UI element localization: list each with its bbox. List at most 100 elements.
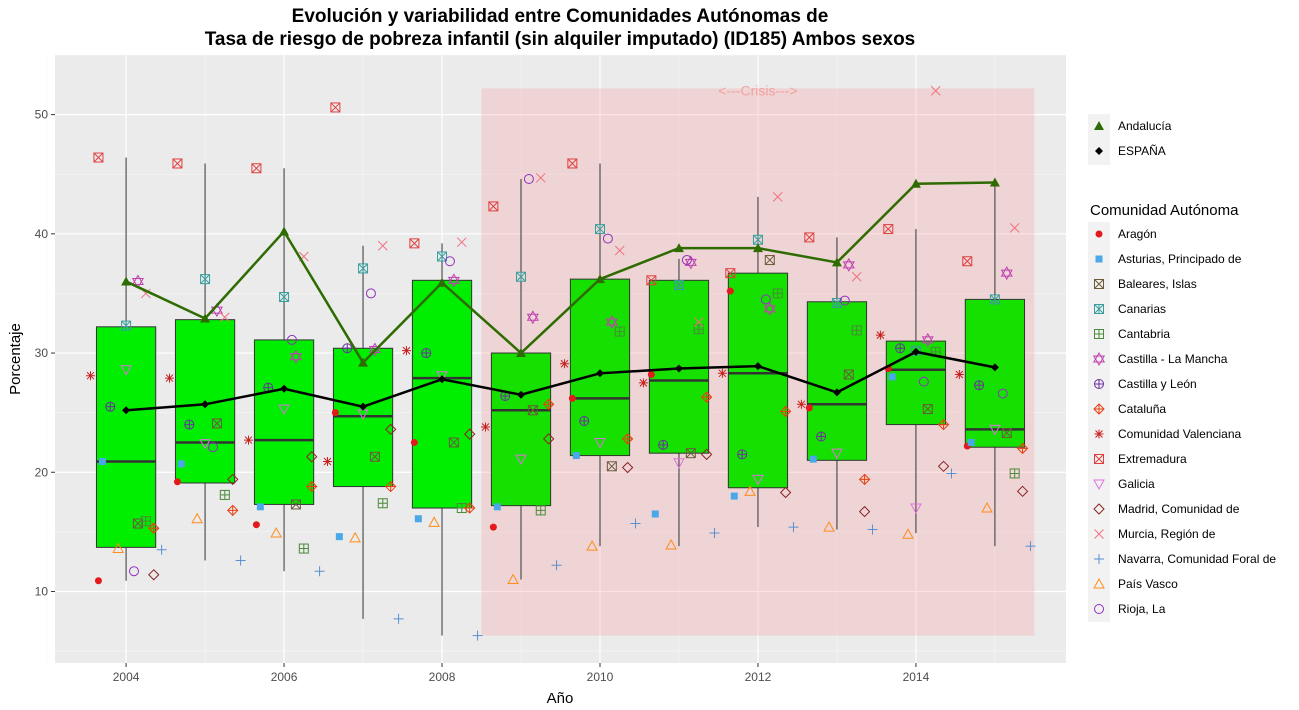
legend-label: Canarias (1118, 302, 1166, 316)
point-pa-s-vasco (981, 501, 993, 513)
point-arag-n (173, 478, 181, 486)
point-castilla-y-le-n (105, 401, 116, 412)
point-galicia (199, 439, 211, 450)
line-point (358, 357, 369, 367)
point-rioja-la (207, 442, 218, 453)
legend-key-bg (1088, 114, 1110, 165)
point-catalu-a (1016, 442, 1029, 455)
point-arag-n (647, 370, 655, 378)
line-point (753, 362, 762, 371)
legend-key-espa-a (1095, 147, 1103, 155)
legend-key-canarias (1094, 304, 1104, 314)
point-comunidad-valenciana (875, 330, 885, 340)
point-asturias-principado-de (256, 503, 264, 511)
point-asturias-principado-de (967, 438, 975, 446)
point-galicia (594, 437, 606, 449)
line-point (752, 243, 763, 253)
point-murcia-regi-n-de (377, 240, 388, 251)
x-tick-label: 2004 (113, 670, 140, 684)
point-navarra-comunidad-foral-de (867, 524, 878, 535)
point-castilla-y-le-n (974, 380, 985, 391)
legend-label: Extremadura (1118, 452, 1187, 466)
point-comunidad-valenciana (638, 378, 648, 388)
point-comunidad-valenciana (401, 346, 411, 356)
point-arag-n (94, 577, 102, 585)
x-tick-label: 2014 (903, 670, 930, 684)
point-canarias (437, 251, 448, 262)
point-castilla-y-le-n (895, 343, 906, 354)
legend-label: Castilla - La Mancha (1118, 352, 1228, 366)
point-rioja-la (365, 288, 376, 299)
y-tick-label: 50 (35, 108, 49, 122)
point-murcia-regi-n-de (772, 192, 783, 202)
point-comunidad-valenciana (796, 399, 806, 409)
line-point (279, 226, 290, 236)
point-catalu-a (227, 504, 239, 517)
point-comunidad-valenciana (954, 369, 964, 379)
point-castilla-la-mancha (763, 301, 776, 316)
legend-label: Galicia (1118, 477, 1155, 491)
point-catalu-a (779, 405, 792, 418)
line-andaluc-a (125, 181, 995, 365)
point-arag-n (489, 523, 497, 531)
legend-key-castilla-y-le-n (1094, 379, 1104, 389)
point-castilla-y-le-n (579, 415, 590, 426)
legend-key-madrid-comunidad-de (1093, 503, 1105, 515)
point-asturias-principado-de (177, 460, 185, 468)
point-canarias (358, 263, 369, 274)
point-pa-s-vasco (902, 528, 914, 539)
point-extremadura (330, 102, 341, 113)
point-comunidad-valenciana (717, 368, 727, 378)
box-body (569, 278, 631, 457)
point-comunidad-valenciana (86, 371, 96, 381)
point-asturias-principado-de (572, 452, 580, 460)
point-madrid-comunidad-de (858, 505, 871, 518)
point-cantabria (219, 489, 230, 500)
point-galicia (515, 454, 527, 466)
point-castilla-la-mancha (842, 257, 855, 272)
y-axis-title: Porcentaje (7, 323, 24, 395)
point-catalu-a (937, 418, 950, 431)
point-baleares-islas (369, 451, 380, 462)
point-madrid-comunidad-de (305, 451, 318, 463)
point-madrid-comunidad-de (621, 461, 634, 474)
point-extremadura (883, 224, 894, 235)
point-castilla-la-mancha (605, 315, 618, 330)
box-2010 (569, 163, 631, 547)
box-body (964, 298, 1026, 448)
point-canarias (200, 274, 211, 285)
legend-key-catalu-a (1093, 403, 1105, 415)
box-body (411, 279, 473, 509)
point-rioja-la (681, 255, 692, 266)
point-madrid-comunidad-de (779, 486, 792, 499)
point-navarra-comunidad-foral-de (156, 544, 167, 555)
point-catalu-a (700, 391, 713, 403)
point-galicia (910, 503, 922, 515)
point-galicia (752, 474, 764, 486)
y-tick-label: 30 (35, 346, 49, 360)
box-2009 (490, 178, 552, 580)
point-extremadura (725, 268, 736, 279)
point-madrid-comunidad-de (384, 423, 397, 436)
point-rioja-la (760, 294, 771, 305)
line-point (989, 177, 1000, 187)
point-galicia (989, 424, 1001, 436)
point-pa-s-vasco (823, 521, 835, 532)
axes: 10 20 30 40 50 2004 2006 2008 2010 2012 2014 (35, 108, 930, 684)
point-catalu-a (858, 473, 871, 486)
point-pa-s-vasco (744, 485, 756, 496)
point-catalu-a (384, 480, 397, 493)
line-point (911, 347, 920, 356)
legend-label: Rioja, La (1118, 602, 1166, 616)
point-navarra-comunidad-foral-de (630, 518, 641, 529)
point-rioja-la (128, 566, 139, 577)
point-cantabria (693, 324, 704, 335)
line-point (359, 402, 368, 411)
line-point (200, 313, 211, 323)
point-murcia-regi-n-de (535, 172, 546, 183)
point-rioja-la (523, 173, 534, 184)
legend-label: Comunidad Valenciana (1118, 427, 1242, 441)
point-baleares-islas (764, 255, 775, 266)
point-extremadura (804, 232, 815, 243)
point-murcia-regi-n-de (614, 245, 625, 256)
